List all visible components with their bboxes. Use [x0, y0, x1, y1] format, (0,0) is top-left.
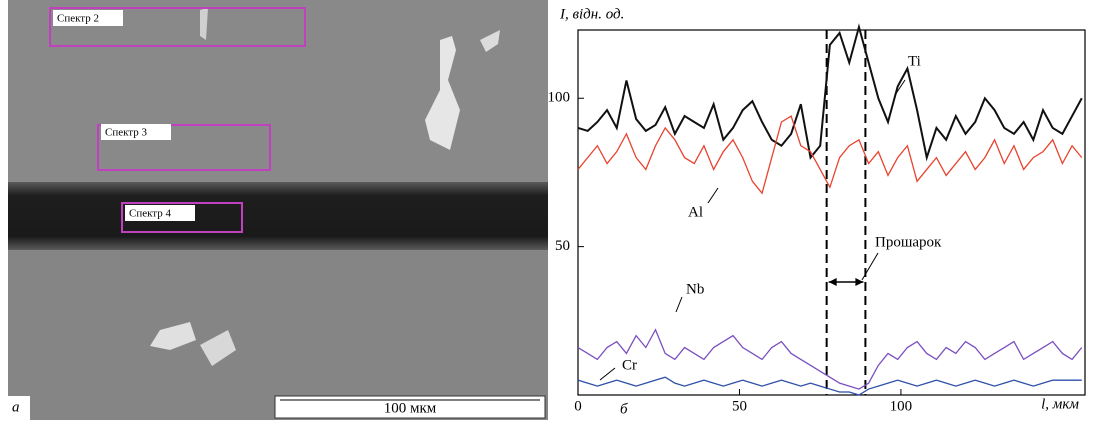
- annotation: Прошарок: [875, 234, 942, 250]
- spectrum-label: Спектр 2: [57, 13, 99, 25]
- pointer: [707, 187, 719, 204]
- series-line: [577, 115, 1083, 195]
- series-label: Nb: [686, 281, 704, 297]
- spectrum-label: Спектр 3: [105, 127, 147, 139]
- pointer: [599, 367, 616, 381]
- panel-label: б: [620, 401, 628, 417]
- scale-bar-label: 100 мкм: [384, 400, 437, 416]
- panel-label: а: [12, 399, 20, 415]
- series-label: Al: [688, 204, 703, 220]
- y-tick-label: 100: [548, 90, 571, 106]
- chart: 50 100 0 50 100: [548, 23, 1086, 414]
- series-label: Ti: [908, 53, 921, 69]
- x-tick-label: 50: [732, 398, 747, 414]
- x-tick-label: 0: [574, 398, 582, 414]
- plot-frame: [577, 29, 1086, 396]
- micrograph: Спектр 2 Спектр 3 Спектр 4 а 100 мкм: [8, 0, 548, 420]
- x-axis-label: l, мкм: [1041, 396, 1079, 412]
- arrow-head: [828, 278, 864, 286]
- x-tick-label: 100: [890, 398, 913, 414]
- series-line: [577, 328, 1083, 390]
- series-line: [577, 23, 1083, 162]
- y-tick-label: 50: [555, 238, 570, 254]
- y-axis-label: I, відн. од.: [559, 6, 624, 22]
- spectrum-label: Спектр 4: [129, 208, 171, 220]
- pointer: [894, 79, 906, 96]
- pointer: [675, 296, 683, 313]
- series-line: [577, 376, 1082, 396]
- pointer: [861, 252, 879, 281]
- series-label: Cr: [622, 357, 637, 373]
